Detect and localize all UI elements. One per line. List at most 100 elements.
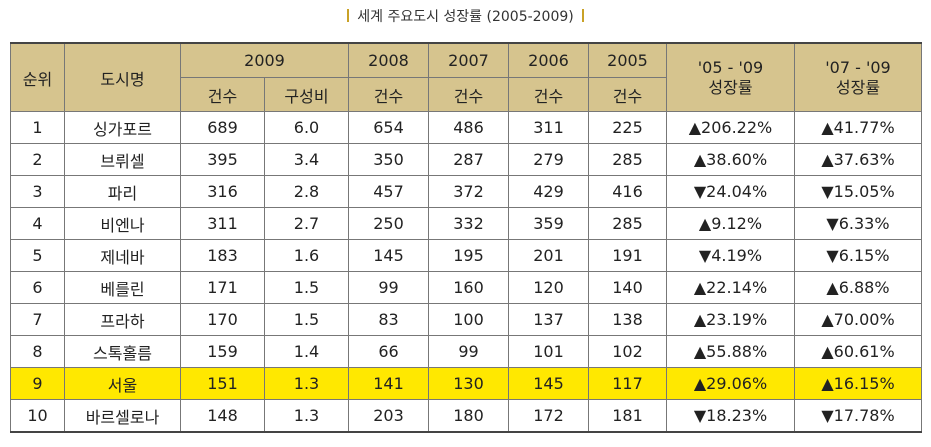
rank-cell: 9 (10, 367, 65, 400)
rank-cell: 10 (10, 399, 65, 433)
rank-cell: 3 (10, 175, 65, 208)
count-2007-cell: 287 (428, 143, 509, 176)
count-2008-cell: 141 (348, 367, 429, 400)
count-2005-cell: 285 (588, 207, 667, 240)
count-2005-cell: 285 (588, 143, 667, 176)
title-text: 세계 주요도시 성장률 (2005-2009) (357, 9, 574, 25)
share-2009-cell: 6.0 (264, 111, 349, 144)
count-2006-cell: 145 (508, 367, 589, 400)
table-row: 8 스톡홀름 159 1.4 66 99 101 102 ▲55.88% ▲60.61% (10, 335, 922, 368)
growth-05-09-cell: ▼24.04% (666, 175, 795, 208)
count-2008-cell: 99 (348, 271, 429, 304)
table-row: 3 파리 316 2.8 457 372 429 416 ▼24.04% ▼15.05% (10, 175, 922, 208)
header-2007-count: 건수 (428, 77, 509, 112)
count-2006-cell: 172 (508, 399, 589, 433)
count-2007-cell: 130 (428, 367, 509, 400)
count-2005-cell: 225 (588, 111, 667, 144)
header-city: 도시명 (64, 42, 181, 112)
count-2005-cell: 138 (588, 303, 667, 336)
header-growth-05-09-label: 성장률 (708, 77, 753, 97)
city-cell: 스톡홀름 (64, 335, 181, 368)
rank-cell: 1 (10, 111, 65, 144)
count-2008-cell: 350 (348, 143, 429, 176)
count-2009-cell: 171 (180, 271, 265, 304)
growth-05-09-cell: ▲29.06% (666, 367, 795, 400)
count-2005-cell: 181 (588, 399, 667, 433)
header-2008-count: 건수 (348, 77, 429, 112)
rank-cell: 4 (10, 207, 65, 240)
share-2009-cell: 1.4 (264, 335, 349, 368)
growth-05-09-cell: ▼18.23% (666, 399, 795, 433)
count-2006-cell: 137 (508, 303, 589, 336)
growth-07-09-cell: ▲6.88% (794, 271, 922, 304)
count-2007-cell: 100 (428, 303, 509, 336)
header-2005: 2005 (588, 42, 667, 78)
header-row-top: 순위 도시명 2009 2008 2007 2006 2005 '05 - '0… (10, 42, 922, 112)
header-growth-07-09: '07 - '09 성장률 (794, 42, 922, 112)
header-row-sub: 건수 구성비 건수 건수 건수 건수 (11, 77, 922, 112)
growth-05-09-cell: ▲55.88% (666, 335, 795, 368)
count-2009-cell: 148 (180, 399, 265, 433)
share-2009-cell: 2.8 (264, 175, 349, 208)
count-2007-cell: 372 (428, 175, 509, 208)
header-2009-share: 구성비 (264, 77, 349, 112)
growth-07-09-cell: ▲16.15% (794, 367, 922, 400)
table-row: 5 제네바 183 1.6 145 195 201 191 ▼4.19% ▼6.15% (10, 239, 922, 272)
count-2006-cell: 359 (508, 207, 589, 240)
table-row: 9 서울 151 1.3 141 130 145 117 ▲29.06% ▲16.15% (10, 367, 922, 400)
city-cell: 싱가포르 (64, 111, 181, 144)
rank-cell: 5 (10, 239, 65, 272)
city-cell: 비엔나 (64, 207, 181, 240)
count-2005-cell: 117 (588, 367, 667, 400)
count-2006-cell: 101 (508, 335, 589, 368)
header-2009: 2009 (180, 42, 349, 78)
rank-cell: 7 (10, 303, 65, 336)
count-2009-cell: 316 (180, 175, 265, 208)
growth-05-09-cell: ▲22.14% (666, 271, 795, 304)
growth-05-09-cell: ▲23.19% (666, 303, 795, 336)
header-2006: 2006 (508, 42, 589, 78)
share-2009-cell: 1.6 (264, 239, 349, 272)
header-2006-count: 건수 (508, 77, 589, 112)
header-2008: 2008 (348, 42, 429, 78)
count-2006-cell: 311 (508, 111, 589, 144)
rank-cell: 6 (10, 271, 65, 304)
count-2008-cell: 83 (348, 303, 429, 336)
growth-07-09-cell: ▼6.15% (794, 239, 922, 272)
count-2009-cell: 689 (180, 111, 265, 144)
rank-cell: 2 (10, 143, 65, 176)
growth-07-09-cell: ▼15.05% (794, 175, 922, 208)
table-row: 1 싱가포르 689 6.0 654 486 311 225 ▲206.22% ▲41.77% (10, 111, 922, 144)
rank-cell: 8 (10, 335, 65, 368)
header-growth-05-09: '05 - '09 성장률 (666, 42, 795, 112)
city-cell: 베를린 (64, 271, 181, 304)
city-cell: 파리 (64, 175, 181, 208)
city-cell: 바르셀로나 (64, 399, 181, 433)
count-2005-cell: 416 (588, 175, 667, 208)
city-cell: 제네바 (64, 239, 181, 272)
share-2009-cell: 1.3 (264, 399, 349, 433)
growth-07-09-cell: ▲41.77% (794, 111, 922, 144)
count-2007-cell: 180 (428, 399, 509, 433)
header-growth-07-09-period: '07 - '09 (825, 57, 891, 77)
count-2006-cell: 429 (508, 175, 589, 208)
header-rank: 순위 (10, 42, 65, 112)
header-growth-07-09-label: 성장률 (835, 77, 881, 97)
share-2009-cell: 1.3 (264, 367, 349, 400)
growth-05-09-cell: ▲9.12% (666, 207, 795, 240)
count-2007-cell: 486 (428, 111, 509, 144)
city-cell: 브뤼셀 (64, 143, 181, 176)
count-2009-cell: 183 (180, 239, 265, 272)
count-2005-cell: 191 (588, 239, 667, 272)
table-title: 세계 주요도시 성장률 (2005-2009) (0, 6, 931, 26)
share-2009-cell: 1.5 (264, 271, 349, 304)
table-row: 6 베를린 171 1.5 99 160 120 140 ▲22.14% ▲6.88% (10, 271, 922, 304)
count-2006-cell: 279 (508, 143, 589, 176)
count-2005-cell: 140 (588, 271, 667, 304)
title-right-bar (581, 9, 584, 22)
header-2007: 2007 (428, 42, 509, 78)
count-2007-cell: 332 (428, 207, 509, 240)
count-2007-cell: 195 (428, 239, 509, 272)
city-growth-table: 순위 도시명 2009 2008 2007 2006 2005 '05 - '0… (10, 42, 922, 433)
growth-07-09-cell: ▲60.61% (794, 335, 922, 368)
